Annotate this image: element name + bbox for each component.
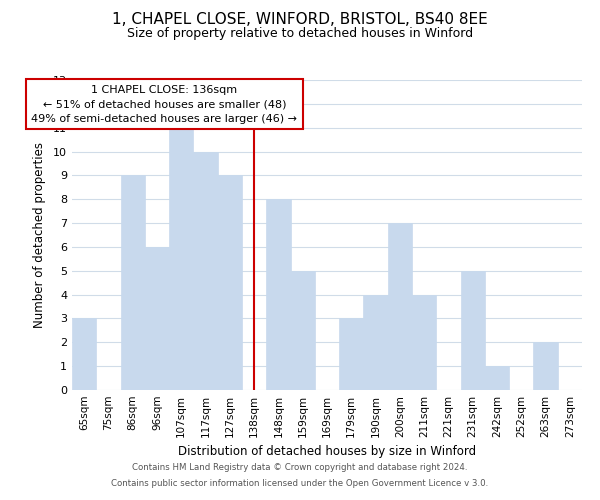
Text: Contains HM Land Registry data © Crown copyright and database right 2024.: Contains HM Land Registry data © Crown c…	[132, 464, 468, 472]
Bar	[364, 294, 388, 390]
Text: Size of property relative to detached houses in Winford: Size of property relative to detached ho…	[127, 28, 473, 40]
Bar	[485, 366, 509, 390]
Bar	[218, 176, 242, 390]
Text: Contains public sector information licensed under the Open Government Licence v : Contains public sector information licen…	[112, 478, 488, 488]
Bar	[388, 223, 412, 390]
Bar	[121, 176, 145, 390]
Text: 1, CHAPEL CLOSE, WINFORD, BRISTOL, BS40 8EE: 1, CHAPEL CLOSE, WINFORD, BRISTOL, BS40 …	[112, 12, 488, 28]
Bar	[290, 271, 315, 390]
Bar	[169, 128, 193, 390]
Bar	[145, 247, 169, 390]
Bar	[72, 318, 96, 390]
X-axis label: Distribution of detached houses by size in Winford: Distribution of detached houses by size …	[178, 446, 476, 458]
Text: 1 CHAPEL CLOSE: 136sqm
← 51% of detached houses are smaller (48)
49% of semi-det: 1 CHAPEL CLOSE: 136sqm ← 51% of detached…	[31, 85, 297, 124]
Bar	[193, 152, 218, 390]
Bar	[339, 318, 364, 390]
Bar	[533, 342, 558, 390]
Y-axis label: Number of detached properties: Number of detached properties	[33, 142, 46, 328]
Bar	[461, 271, 485, 390]
Bar	[266, 199, 290, 390]
Bar	[412, 294, 436, 390]
